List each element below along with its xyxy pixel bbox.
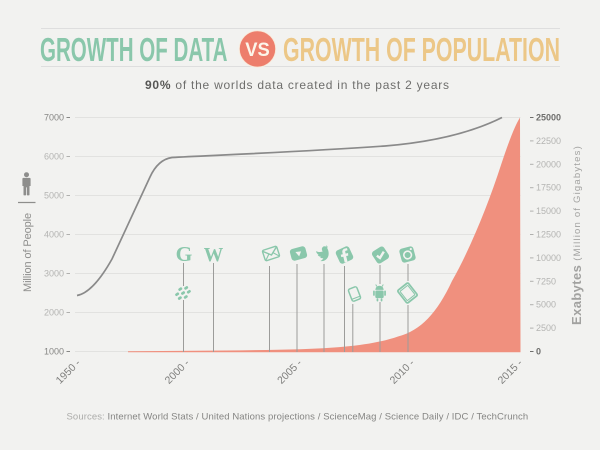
svg-text:2000: 2000: [44, 308, 64, 318]
svg-text:22500: 22500: [536, 136, 561, 146]
svg-text:3000: 3000: [44, 269, 64, 279]
svg-text:4000: 4000: [44, 230, 64, 240]
svg-text:17500: 17500: [536, 183, 561, 193]
svg-text:12500: 12500: [536, 230, 561, 240]
svg-text:0: 0: [536, 347, 541, 357]
svg-text:6000: 6000: [44, 152, 64, 162]
svg-text:1000: 1000: [44, 347, 64, 357]
svg-text:15000: 15000: [536, 206, 561, 216]
svg-text:2500: 2500: [536, 323, 556, 333]
svg-text:7250: 7250: [536, 276, 556, 286]
svg-text:VS: VS: [245, 40, 270, 61]
svg-text:5000: 5000: [44, 191, 64, 201]
svg-text:Exabytes (Million of Gigabytes: Exabytes (Million of Gigabytes): [569, 145, 584, 325]
svg-text:GROWTH OF POPULATION: GROWTH OF POPULATION: [283, 31, 560, 68]
svg-text:10000: 10000: [536, 253, 561, 263]
svg-text:G: G: [176, 242, 193, 266]
svg-text:W: W: [204, 245, 224, 266]
svg-text:20000: 20000: [536, 159, 561, 169]
svg-text:Sources: Internet World Stats: Sources: Internet World Stats / United N…: [67, 412, 529, 423]
svg-text:Million of People: Million of People: [22, 213, 34, 292]
svg-text:5000: 5000: [536, 300, 556, 310]
svg-text:25000: 25000: [536, 113, 561, 123]
svg-text:7000: 7000: [44, 113, 64, 123]
svg-text:GROWTH OF DATA: GROWTH OF DATA: [40, 31, 228, 68]
svg-text:90% of the worlds data created: 90% of the worlds data created in the pa…: [145, 78, 449, 92]
